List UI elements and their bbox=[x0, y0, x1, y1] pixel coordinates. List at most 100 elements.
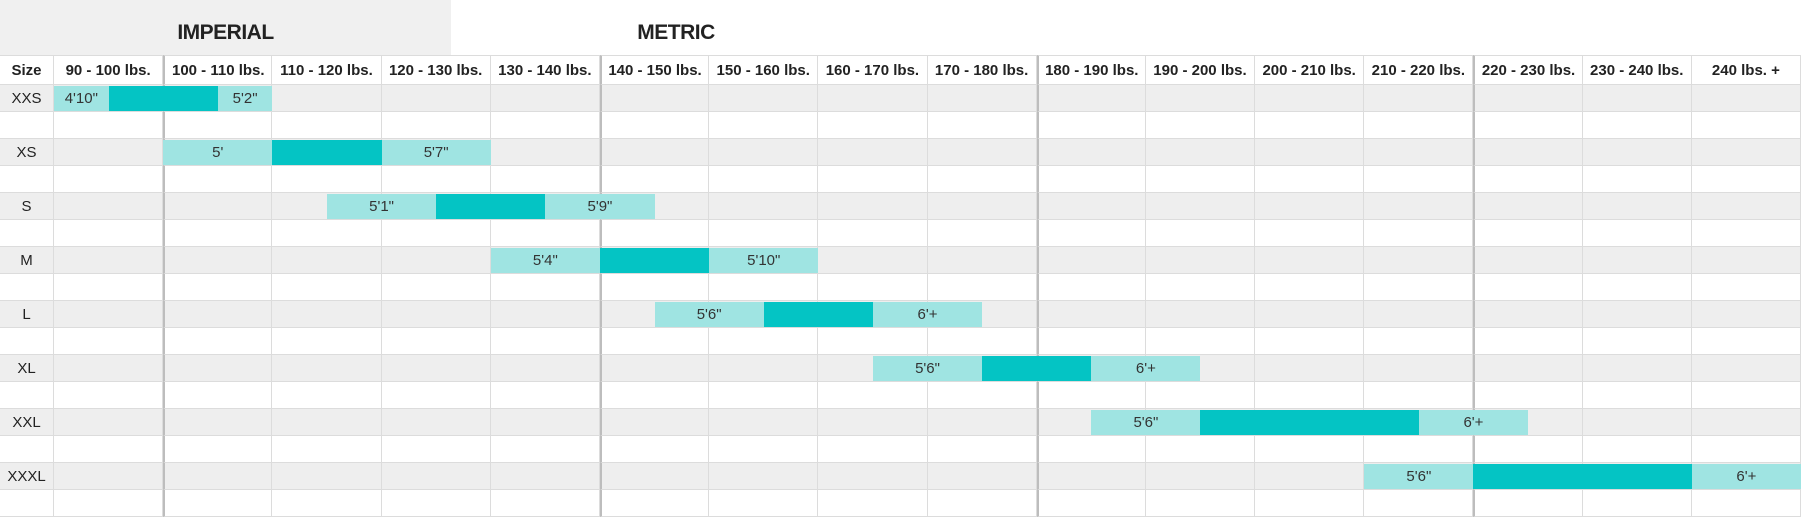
grid-cell bbox=[1364, 112, 1474, 139]
grid-cell bbox=[272, 301, 382, 328]
size-label: XXS bbox=[0, 85, 54, 112]
grid-cell bbox=[599, 328, 710, 355]
min-height-bar: 5'6" bbox=[1091, 410, 1201, 435]
weight-header: 90 - 100 lbs. bbox=[54, 55, 164, 85]
size-header: Size bbox=[0, 55, 54, 85]
grid-cell bbox=[163, 220, 273, 247]
grid-cell bbox=[1036, 274, 1146, 301]
grid-cell bbox=[54, 193, 164, 220]
grid-cell bbox=[1691, 382, 1801, 409]
grid-cell bbox=[1691, 247, 1801, 274]
grid-cell bbox=[1145, 139, 1256, 166]
grid-cell bbox=[54, 301, 164, 328]
tab-metric[interactable]: METRIC bbox=[637, 21, 715, 44]
weight-header: 230 - 240 lbs. bbox=[1582, 55, 1692, 85]
fit-bar bbox=[1473, 464, 1692, 489]
grid-cell bbox=[381, 463, 491, 490]
grid-cell bbox=[599, 220, 710, 247]
grid-cell bbox=[1145, 463, 1256, 490]
grid-cell bbox=[490, 112, 600, 139]
grid-cell bbox=[1473, 355, 1583, 382]
grid-cell bbox=[1473, 220, 1583, 247]
grid-cell bbox=[1255, 166, 1365, 193]
weight-header: 140 - 150 lbs. bbox=[599, 55, 710, 85]
grid-cell bbox=[490, 490, 600, 517]
grid-cell bbox=[1255, 193, 1365, 220]
spacer-cell bbox=[0, 166, 54, 193]
grid-cell bbox=[818, 463, 928, 490]
grid-cell bbox=[381, 382, 491, 409]
grid-cell bbox=[1145, 382, 1256, 409]
grid-cell bbox=[54, 436, 164, 463]
grid-cell bbox=[1255, 328, 1365, 355]
weight-header: 210 - 220 lbs. bbox=[1364, 55, 1474, 85]
min-height-bar: 5'6" bbox=[654, 302, 764, 327]
grid-cell bbox=[709, 463, 819, 490]
grid-cell bbox=[490, 436, 600, 463]
tab-imperial[interactable]: IMPERIAL bbox=[0, 0, 451, 55]
grid-cell bbox=[1364, 436, 1474, 463]
grid-cell bbox=[163, 409, 273, 436]
grid-cell bbox=[927, 382, 1037, 409]
grid-cell bbox=[1036, 382, 1146, 409]
grid-cell bbox=[163, 247, 273, 274]
grid-cell bbox=[927, 463, 1037, 490]
grid-cell bbox=[1255, 247, 1365, 274]
grid-cell bbox=[163, 112, 273, 139]
grid-cell bbox=[272, 382, 382, 409]
grid-cell bbox=[1582, 274, 1692, 301]
grid-cell bbox=[1364, 193, 1474, 220]
grid-cell bbox=[1691, 166, 1801, 193]
grid-cell bbox=[1691, 85, 1801, 112]
grid-cell bbox=[1691, 274, 1801, 301]
grid-cell bbox=[1255, 112, 1365, 139]
grid-cell bbox=[1145, 490, 1256, 517]
grid-cell bbox=[1145, 193, 1256, 220]
grid-cell bbox=[272, 463, 382, 490]
grid-cell bbox=[54, 463, 164, 490]
grid-cell bbox=[1255, 436, 1365, 463]
grid-cell bbox=[818, 166, 928, 193]
grid-cell bbox=[1582, 220, 1692, 247]
grid-cell bbox=[1036, 490, 1146, 517]
weight-header: 220 - 230 lbs. bbox=[1473, 55, 1583, 85]
grid-cell bbox=[1364, 328, 1474, 355]
weight-header: 120 - 130 lbs. bbox=[381, 55, 491, 85]
grid-cell bbox=[381, 355, 491, 382]
grid-cell bbox=[927, 328, 1037, 355]
grid-cell bbox=[163, 166, 273, 193]
weight-header: 110 - 120 lbs. bbox=[272, 55, 382, 85]
grid-cell bbox=[54, 112, 164, 139]
grid-cell bbox=[1255, 463, 1365, 490]
grid-cell bbox=[1364, 382, 1474, 409]
grid-cell bbox=[1364, 274, 1474, 301]
grid-cell bbox=[1255, 274, 1365, 301]
grid-cell bbox=[490, 355, 600, 382]
grid-cell bbox=[599, 463, 710, 490]
grid-cell bbox=[1582, 301, 1692, 328]
grid-cell bbox=[709, 274, 819, 301]
min-height-bar: 5'4" bbox=[490, 248, 600, 273]
grid-cell bbox=[1691, 301, 1801, 328]
grid-cell bbox=[54, 409, 164, 436]
grid-cell bbox=[1691, 139, 1801, 166]
grid-cell bbox=[381, 436, 491, 463]
max-height-bar: 5'2" bbox=[217, 86, 273, 111]
grid-cell bbox=[818, 220, 928, 247]
grid-cell bbox=[1582, 247, 1692, 274]
grid-cell bbox=[927, 220, 1037, 247]
weight-header: 200 - 210 lbs. bbox=[1255, 55, 1365, 85]
grid-cell bbox=[818, 193, 928, 220]
grid-cell bbox=[1473, 301, 1583, 328]
grid-cell bbox=[927, 436, 1037, 463]
grid-cell bbox=[381, 85, 491, 112]
grid-cell bbox=[1364, 139, 1474, 166]
size-label: XXXL bbox=[0, 463, 54, 490]
grid-cell bbox=[1691, 193, 1801, 220]
grid-cell bbox=[54, 220, 164, 247]
weight-header: 240 lbs. + bbox=[1691, 55, 1801, 85]
weight-header: 190 - 200 lbs. bbox=[1145, 55, 1256, 85]
spacer-cell bbox=[0, 112, 54, 139]
grid-cell bbox=[1255, 220, 1365, 247]
grid-cell bbox=[927, 409, 1037, 436]
